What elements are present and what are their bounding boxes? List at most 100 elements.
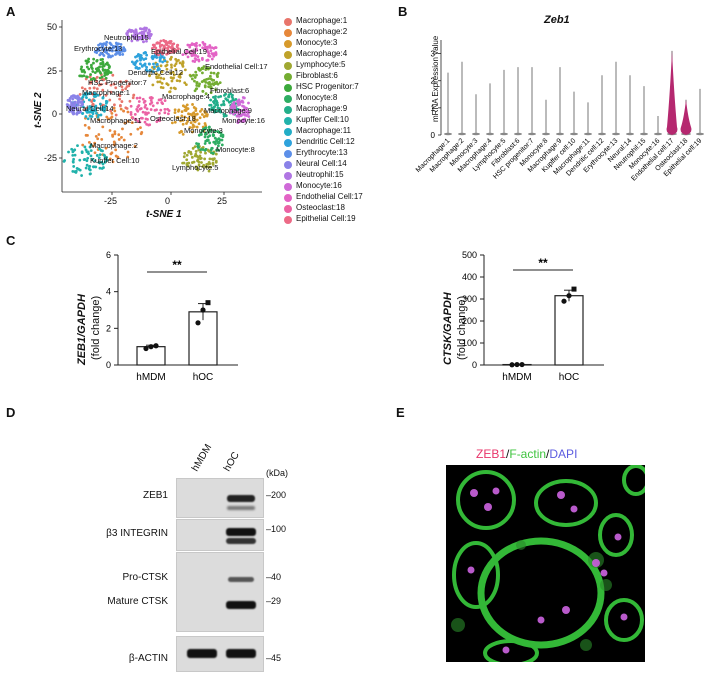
- bar-ytick: 400: [462, 272, 477, 282]
- tsne-point: [114, 86, 118, 90]
- tsne-point: [138, 107, 142, 111]
- violin-base: [444, 132, 452, 136]
- tsne-point: [144, 111, 148, 115]
- tsne-point: [229, 111, 232, 115]
- tsne-ytick: 25: [47, 66, 58, 76]
- tsne-point: [208, 103, 212, 107]
- tsne-point: [145, 53, 149, 57]
- tsne-point: [169, 57, 172, 61]
- tsne-point: [191, 112, 195, 116]
- tsne-cluster: [129, 96, 171, 127]
- tsne-point: [119, 80, 122, 84]
- tsne-point: [195, 167, 199, 171]
- tsne-point: [202, 163, 206, 167]
- tsne-point: [92, 94, 96, 98]
- legend-label: HSC Progenitor:7: [296, 82, 359, 91]
- tsne-point: [181, 122, 185, 126]
- tsne-point: [83, 70, 87, 74]
- tsne-point: [183, 115, 187, 119]
- tsne-point: [171, 50, 175, 54]
- legend-swatch: [284, 40, 292, 48]
- tsne-point: [135, 38, 139, 42]
- tsne-point: [194, 70, 198, 74]
- tsne-point: [207, 77, 211, 81]
- tsne-xtick: -25: [104, 196, 118, 206]
- bar-ytick: 4: [106, 287, 111, 297]
- tsne-point: [209, 77, 213, 81]
- tsne-point: [96, 67, 100, 71]
- tsne-cluster-label: Monocyte:16: [222, 116, 265, 125]
- tsne-point: [186, 120, 190, 123]
- tsne-point: [101, 88, 105, 92]
- tsne-point: [140, 30, 144, 34]
- tsne-point: [174, 62, 178, 66]
- bar-ytick: 6: [106, 250, 111, 260]
- tsne-cluster: [181, 41, 218, 63]
- tsne-point: [98, 42, 102, 46]
- tsne-point: [189, 74, 193, 78]
- tsne-point: [151, 83, 155, 87]
- tsne-point: [80, 70, 84, 73]
- tsne-point: [95, 75, 99, 79]
- tsne-point: [91, 70, 95, 73]
- band-mature-ctsk-hoc: [226, 601, 256, 609]
- tsne-point: [195, 41, 198, 45]
- tsne-point: [65, 103, 69, 106]
- tsne-point: [88, 91, 92, 95]
- tsne-point: [139, 126, 142, 130]
- tsne-point: [117, 138, 121, 141]
- tsne-point: [201, 89, 205, 93]
- tsne-point: [71, 97, 75, 101]
- tsne-point: [186, 117, 190, 120]
- tsne-ytick: 50: [47, 22, 58, 32]
- tsne-point: [129, 132, 133, 136]
- panel-label-d: D: [6, 405, 16, 420]
- tsne-point: [203, 157, 207, 161]
- data-point: [143, 345, 149, 352]
- tsne-cluster: [228, 96, 251, 124]
- tsne-point: [145, 107, 149, 111]
- tsne-point: [171, 70, 175, 74]
- tsne-point: [204, 124, 208, 127]
- tsne-point: [185, 158, 189, 162]
- legend-swatch: [284, 161, 292, 169]
- tsne-point: [162, 77, 166, 81]
- tsne-point: [203, 47, 207, 51]
- tsne-point: [143, 36, 147, 39]
- legend-swatch: [284, 117, 292, 125]
- tsne-cluster: [78, 57, 113, 81]
- tsne-point: [143, 26, 147, 30]
- tsne-point: [164, 42, 168, 46]
- tsne-point: [140, 131, 144, 134]
- bar-category-label: hMDM: [136, 372, 165, 383]
- tsne-point: [125, 85, 129, 88]
- tsne-point: [245, 107, 249, 110]
- tsne-point: [194, 54, 198, 57]
- tsne-point: [109, 152, 113, 156]
- lane-label-hmdm: hMDM: [190, 442, 215, 474]
- tsne-point: [88, 75, 92, 79]
- tsne-point: [197, 122, 201, 126]
- tsne-point: [131, 116, 135, 120]
- tsne-xlabel: t-SNE 1: [146, 209, 182, 220]
- band-pro-ctsk-hoc: [228, 577, 254, 582]
- tsne-point: [215, 148, 218, 152]
- tsne-point: [168, 90, 171, 94]
- tsne-point: [130, 39, 134, 43]
- tsne-point: [80, 174, 84, 177]
- tsne-point: [153, 108, 157, 112]
- tsne-point: [109, 90, 113, 94]
- tsne-point: [204, 81, 208, 84]
- tsne-point: [104, 104, 108, 108]
- tsne-point: [101, 48, 105, 51]
- tsne-point: [200, 108, 204, 111]
- tsne-point: [163, 107, 167, 111]
- tsne-point: [108, 49, 112, 52]
- tsne-point: [80, 86, 84, 90]
- tsne-point: [184, 109, 188, 112]
- tsne-point: [111, 44, 115, 48]
- tsne-point: [98, 53, 102, 57]
- tsne-point: [83, 145, 87, 149]
- tsne-point: [209, 91, 213, 95]
- tsne-point: [202, 115, 206, 119]
